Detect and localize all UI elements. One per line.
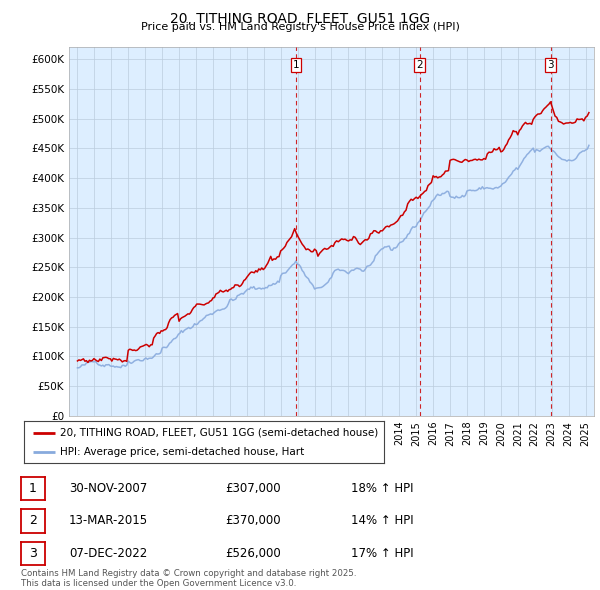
Text: £370,000: £370,000 [225,514,281,527]
Text: 1: 1 [29,482,37,495]
Text: 20, TITHING ROAD, FLEET, GU51 1GG (semi-detached house): 20, TITHING ROAD, FLEET, GU51 1GG (semi-… [60,428,378,438]
Text: 18% ↑ HPI: 18% ↑ HPI [351,482,413,495]
Text: This data is licensed under the Open Government Licence v3.0.: This data is licensed under the Open Gov… [21,579,296,588]
Text: 30-NOV-2007: 30-NOV-2007 [69,482,147,495]
Text: 1: 1 [293,60,299,70]
Text: £307,000: £307,000 [225,482,281,495]
Text: 17% ↑ HPI: 17% ↑ HPI [351,547,413,560]
Text: 2: 2 [416,60,423,70]
Text: £526,000: £526,000 [225,547,281,560]
Text: 3: 3 [547,60,554,70]
Text: 20, TITHING ROAD, FLEET, GU51 1GG: 20, TITHING ROAD, FLEET, GU51 1GG [170,12,430,26]
Text: 2: 2 [29,514,37,527]
Text: HPI: Average price, semi-detached house, Hart: HPI: Average price, semi-detached house,… [60,447,304,457]
Text: 14% ↑ HPI: 14% ↑ HPI [351,514,413,527]
Text: Contains HM Land Registry data © Crown copyright and database right 2025.: Contains HM Land Registry data © Crown c… [21,569,356,578]
Text: 07-DEC-2022: 07-DEC-2022 [69,547,147,560]
Text: Price paid vs. HM Land Registry's House Price Index (HPI): Price paid vs. HM Land Registry's House … [140,22,460,32]
Text: 13-MAR-2015: 13-MAR-2015 [69,514,148,527]
Text: 3: 3 [29,547,37,560]
